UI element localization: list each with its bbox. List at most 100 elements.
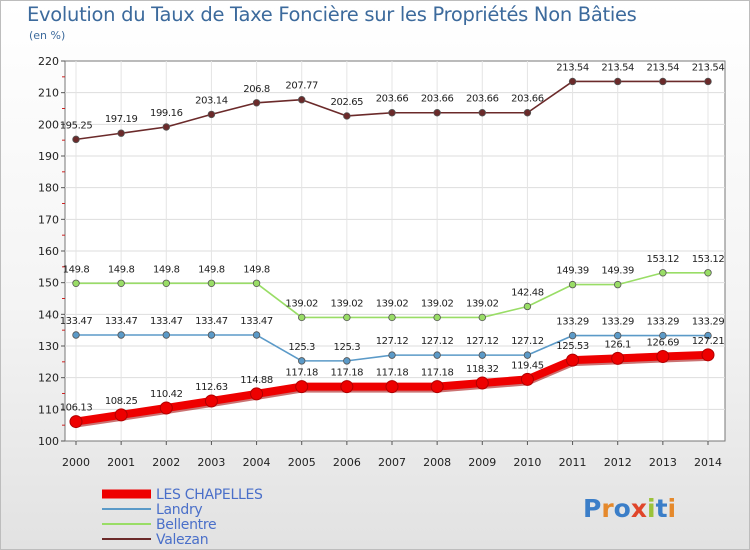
data-point [72, 279, 80, 287]
legend-label: LES CHAPELLES [156, 487, 263, 503]
y-tick-label: 170 [38, 213, 59, 226]
data-label: 139.02 [285, 298, 318, 309]
data-point [207, 279, 216, 287]
data-label: 133.47 [60, 316, 93, 327]
data-label: 110.42 [150, 389, 183, 400]
data-label: 197.19 [105, 114, 138, 125]
data-point [523, 302, 532, 311]
data-label: 149.8 [153, 264, 180, 275]
x-tick-label: 2004 [243, 456, 271, 469]
y-tick-label: 180 [38, 182, 59, 195]
data-label: 117.18 [331, 368, 364, 379]
y-tick-label: 190 [38, 150, 59, 163]
y-tick-label: 110 [38, 403, 59, 416]
data-label: 127.12 [466, 336, 499, 347]
data-point [659, 77, 667, 86]
data-label: 206.8 [243, 84, 270, 95]
data-label: 153.12 [692, 254, 725, 265]
data-point [162, 279, 170, 287]
y-tick-label: 130 [38, 340, 59, 353]
data-label: 213.54 [556, 62, 589, 73]
data-point [340, 380, 354, 394]
data-label: 133.47 [195, 316, 228, 327]
data-point [568, 331, 577, 340]
y-axis: 100 110 120 130 140 150 160 170 180 190 200 210 220 [38, 55, 59, 448]
data-point [385, 380, 399, 394]
data-label: 127.12 [376, 336, 409, 347]
legend-label: Landry [156, 502, 202, 518]
data-label: 133.29 [601, 317, 634, 328]
y-tick-label: 100 [38, 435, 59, 448]
x-tick-label: 2013 [649, 456, 677, 469]
data-point [475, 376, 489, 390]
data-label: 114.88 [240, 375, 273, 386]
data-label: 133.29 [556, 317, 589, 328]
data-label: 127.12 [511, 336, 544, 347]
data-label: 125.3 [288, 342, 315, 353]
axis-ticks [61, 60, 709, 445]
data-label: 199.16 [150, 108, 183, 119]
data-point [704, 269, 712, 277]
y-tick-label: 150 [38, 277, 59, 290]
data-point [162, 331, 170, 339]
data-label: 117.18 [376, 368, 409, 379]
data-point [611, 351, 625, 365]
data-label: 139.02 [331, 298, 364, 309]
data-label: 203.66 [511, 94, 544, 105]
logo-letter: o [614, 494, 631, 523]
data-point [523, 351, 532, 359]
data-point [162, 123, 170, 131]
legend-label: Valezan [156, 532, 208, 548]
data-label: 117.18 [421, 368, 454, 379]
data-point [430, 380, 444, 394]
data-point [659, 269, 667, 277]
series-layer [69, 77, 715, 429]
x-tick-label: 2001 [107, 456, 135, 469]
x-tick-label: 2011 [559, 456, 587, 469]
data-point [614, 331, 622, 340]
x-tick-label: 2003 [197, 456, 225, 469]
data-label: 133.29 [692, 317, 725, 328]
data-label: 126.69 [647, 337, 680, 348]
data-label: 213.54 [601, 62, 634, 73]
data-point [568, 280, 577, 289]
x-tick-label: 2012 [604, 456, 632, 469]
data-point [72, 331, 80, 339]
data-label: 203.14 [195, 95, 228, 106]
data-label: 112.63 [195, 382, 228, 393]
x-tick-label: 2014 [694, 456, 722, 469]
data-point [207, 110, 216, 119]
data-point [520, 372, 534, 386]
x-axis: 2000 2001 2002 2003 2004 2005 2006 2007 2008 2009… [62, 456, 722, 469]
data-label: 213.54 [647, 62, 680, 73]
data-point [117, 279, 125, 287]
data-point [704, 331, 712, 340]
x-tick-label: 2002 [152, 456, 180, 469]
data-label: 203.66 [421, 94, 454, 105]
data-label: 203.66 [466, 94, 499, 105]
data-point [568, 77, 577, 86]
data-point [204, 394, 218, 408]
data-label: 108.25 [105, 396, 138, 407]
logo-letter: t [656, 494, 668, 523]
data-point [250, 387, 264, 401]
data-point [159, 401, 173, 415]
data-label: 125.53 [556, 341, 589, 352]
x-tick-label: 2008 [423, 456, 451, 469]
data-label: 127.21 [692, 336, 725, 347]
x-tick-label: 2000 [62, 456, 90, 469]
x-tick-label: 2005 [288, 456, 316, 469]
y-tick-label: 120 [38, 372, 59, 385]
data-point [114, 408, 128, 422]
data-label: 127.12 [421, 336, 454, 347]
logo-letter: i [668, 494, 677, 523]
data-point [388, 313, 396, 322]
legend-label: Bellentre [156, 517, 216, 533]
data-label: 139.02 [421, 298, 454, 309]
data-point [295, 380, 309, 394]
data-point [614, 280, 622, 289]
data-label: 149.8 [108, 264, 135, 275]
data-label: 203.66 [376, 94, 409, 105]
data-point [523, 109, 532, 117]
